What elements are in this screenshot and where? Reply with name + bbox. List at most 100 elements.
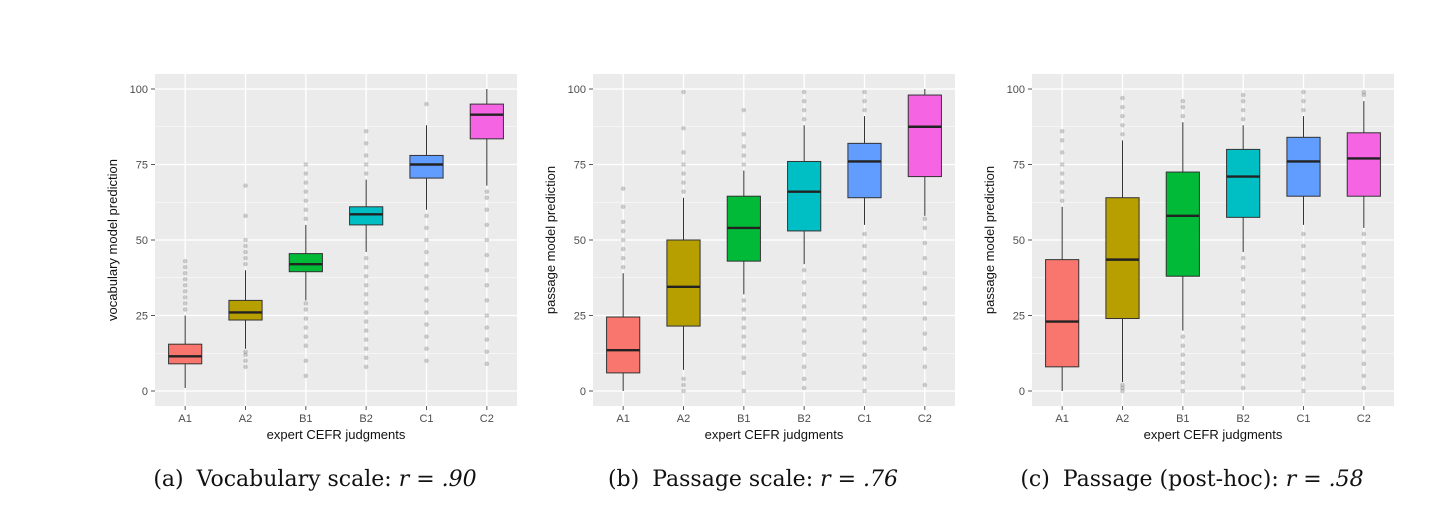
x-tick-label: C1 bbox=[419, 413, 433, 425]
outlier-point bbox=[1240, 373, 1246, 379]
outlier-point bbox=[484, 283, 490, 288]
outlier-point bbox=[1301, 376, 1306, 382]
outlier-point bbox=[182, 283, 188, 288]
outlier-point bbox=[243, 237, 248, 243]
outlier-point bbox=[424, 225, 429, 231]
outlier-point bbox=[363, 310, 369, 315]
y-tick-label: 50 bbox=[574, 235, 586, 247]
outlier-point bbox=[620, 264, 626, 270]
outlier-point bbox=[620, 204, 626, 210]
outlier-point bbox=[484, 267, 490, 273]
outlier-point bbox=[681, 162, 686, 167]
y-axis-label: passage model prediction bbox=[982, 166, 997, 314]
outlier-point bbox=[363, 319, 369, 324]
outlier-point bbox=[303, 171, 309, 176]
outlier-point bbox=[922, 331, 928, 336]
outlier-point bbox=[1240, 313, 1246, 318]
outlier-point bbox=[741, 153, 747, 158]
y-tick-label: 100 bbox=[130, 84, 148, 96]
outlier-point bbox=[1240, 385, 1246, 391]
x-tick-label: B2 bbox=[1236, 413, 1249, 425]
outlier-point bbox=[741, 325, 747, 330]
outlier-point bbox=[862, 267, 867, 273]
outlier-point bbox=[303, 343, 309, 349]
outlier-point bbox=[1240, 276, 1246, 282]
caption-a-stat: r = .90 bbox=[398, 467, 477, 492]
outlier-point bbox=[363, 346, 369, 352]
outlier-point bbox=[681, 382, 686, 388]
outlier-point bbox=[681, 388, 686, 394]
y-axis-label: passage model prediction bbox=[543, 166, 558, 314]
x-axis-label: expert CEFR judgments bbox=[705, 427, 844, 442]
outlier-point bbox=[801, 328, 807, 333]
chart-panel-b: 0 25 50 75 100 A1 A2 B1 B2 C1 C2 expert CEFR judgme… bbox=[533, 60, 973, 445]
y-tick-label: 100 bbox=[568, 84, 586, 96]
outlier-point bbox=[303, 358, 309, 364]
box-B2 bbox=[1226, 148, 1261, 218]
outlier-point bbox=[1361, 92, 1367, 98]
x-tick-label: A1 bbox=[178, 413, 191, 425]
outlier-point bbox=[484, 195, 490, 201]
caption-b-label: (b) bbox=[607, 467, 640, 492]
caption-a-label: (a) bbox=[153, 467, 184, 492]
outlier-point bbox=[303, 162, 309, 167]
outlier-point bbox=[1120, 95, 1125, 101]
y-tick-label: 25 bbox=[1013, 311, 1025, 323]
outlier-point bbox=[862, 107, 867, 113]
outlier-point bbox=[424, 249, 429, 255]
outlier-point bbox=[801, 316, 807, 321]
outlier-point bbox=[243, 249, 248, 255]
outlier-point bbox=[182, 307, 188, 312]
outlier-point bbox=[1301, 316, 1306, 321]
outlier-point bbox=[1301, 89, 1306, 95]
x-axis-label: expert CEFR judgments bbox=[1144, 427, 1283, 442]
outlier-point bbox=[1240, 289, 1246, 294]
outlier-point bbox=[484, 361, 490, 367]
outlier-point bbox=[424, 322, 429, 327]
outlier-point bbox=[1059, 198, 1065, 204]
outlier-point bbox=[801, 385, 807, 391]
outlier-point bbox=[1120, 122, 1125, 128]
box-C1 bbox=[847, 142, 882, 199]
outlier-point bbox=[303, 189, 309, 194]
outlier-point bbox=[303, 373, 309, 379]
outlier-point bbox=[1120, 104, 1125, 110]
x-tick-label: A1 bbox=[1055, 413, 1068, 425]
outlier-point bbox=[484, 237, 490, 243]
y-tick-label: 0 bbox=[1019, 386, 1025, 398]
outlier-point bbox=[363, 128, 369, 134]
outlier-point bbox=[303, 307, 309, 312]
outlier-point bbox=[363, 301, 369, 306]
outlier-point bbox=[243, 255, 248, 261]
box-C1 bbox=[1286, 136, 1321, 197]
chart-panel-c: 0 25 50 75 100 A1 A2 B1 B2 C1 C2 expert CEFR judgme… bbox=[972, 60, 1412, 445]
outlier-point bbox=[801, 304, 807, 309]
outlier-point bbox=[862, 98, 867, 104]
outlier-point bbox=[1059, 138, 1065, 143]
y-tick-label: 25 bbox=[136, 311, 148, 323]
outlier-point bbox=[243, 213, 248, 219]
outlier-point bbox=[1301, 279, 1306, 285]
outlier-point bbox=[741, 316, 747, 321]
outlier-point bbox=[303, 325, 309, 330]
x-tick-label: C2 bbox=[918, 413, 932, 425]
outlier-point bbox=[303, 216, 309, 222]
outlier-point bbox=[681, 189, 686, 194]
outlier-point bbox=[363, 171, 369, 176]
box-C1 bbox=[409, 154, 444, 179]
outlier-point bbox=[484, 325, 490, 330]
outlier-point bbox=[243, 352, 248, 358]
outlier-point bbox=[1301, 107, 1306, 113]
caption-b-stat: r = .76 bbox=[820, 467, 899, 492]
outlier-point bbox=[862, 304, 867, 309]
outlier-point bbox=[1120, 382, 1125, 388]
outlier-point bbox=[1301, 231, 1306, 237]
outlier-point bbox=[484, 189, 490, 194]
outlier-point bbox=[424, 237, 429, 243]
outlier-point bbox=[741, 334, 747, 339]
x-tick-label: B2 bbox=[359, 413, 372, 425]
outlier-point bbox=[243, 349, 248, 355]
outlier-point bbox=[1120, 132, 1125, 137]
outlier-point bbox=[1361, 301, 1367, 306]
caption-b: (b) Passage scale: r = .76 bbox=[533, 467, 973, 492]
